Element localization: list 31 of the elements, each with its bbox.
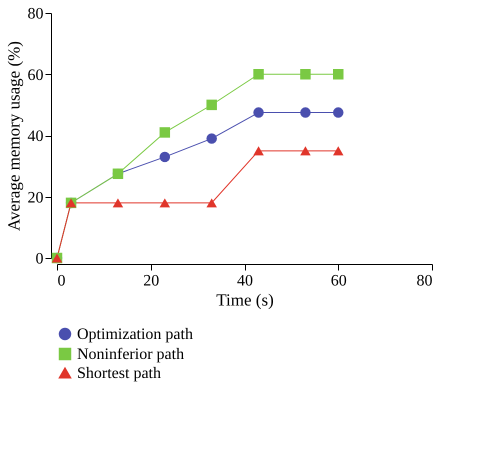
point bbox=[160, 127, 170, 138]
point bbox=[300, 107, 311, 118]
x-tick-label: 60 bbox=[330, 272, 347, 290]
point bbox=[160, 152, 170, 162]
point bbox=[333, 107, 344, 118]
y-tick-label: 20 bbox=[28, 189, 44, 206]
point bbox=[206, 100, 217, 110]
point bbox=[206, 198, 217, 208]
y-tick-label: 60 bbox=[28, 66, 44, 84]
legend-label: Noninferior path bbox=[77, 346, 184, 363]
point bbox=[333, 146, 344, 156]
y-tick-label: 80 bbox=[28, 6, 44, 22]
point bbox=[253, 69, 264, 80]
x-tick-label: 0 bbox=[58, 272, 66, 290]
y-axis-title: Average memory usage (%) bbox=[4, 41, 24, 231]
point bbox=[300, 146, 311, 156]
legend-label: Optimization path bbox=[77, 326, 193, 343]
y-tick-label: 0 bbox=[36, 250, 44, 268]
y-tick-label: 40 bbox=[28, 128, 44, 145]
x-axis-title: Time (s) bbox=[216, 290, 274, 310]
point bbox=[300, 69, 311, 80]
legend-label: Shortest path bbox=[77, 365, 161, 382]
x-tick-label: 80 bbox=[416, 272, 432, 290]
point bbox=[253, 107, 264, 118]
x-tick-label: 20 bbox=[143, 272, 160, 290]
point bbox=[253, 146, 264, 156]
point bbox=[112, 198, 124, 208]
point bbox=[160, 198, 170, 208]
point bbox=[333, 69, 344, 80]
x-tick-label: 40 bbox=[237, 272, 253, 290]
point bbox=[206, 133, 217, 144]
